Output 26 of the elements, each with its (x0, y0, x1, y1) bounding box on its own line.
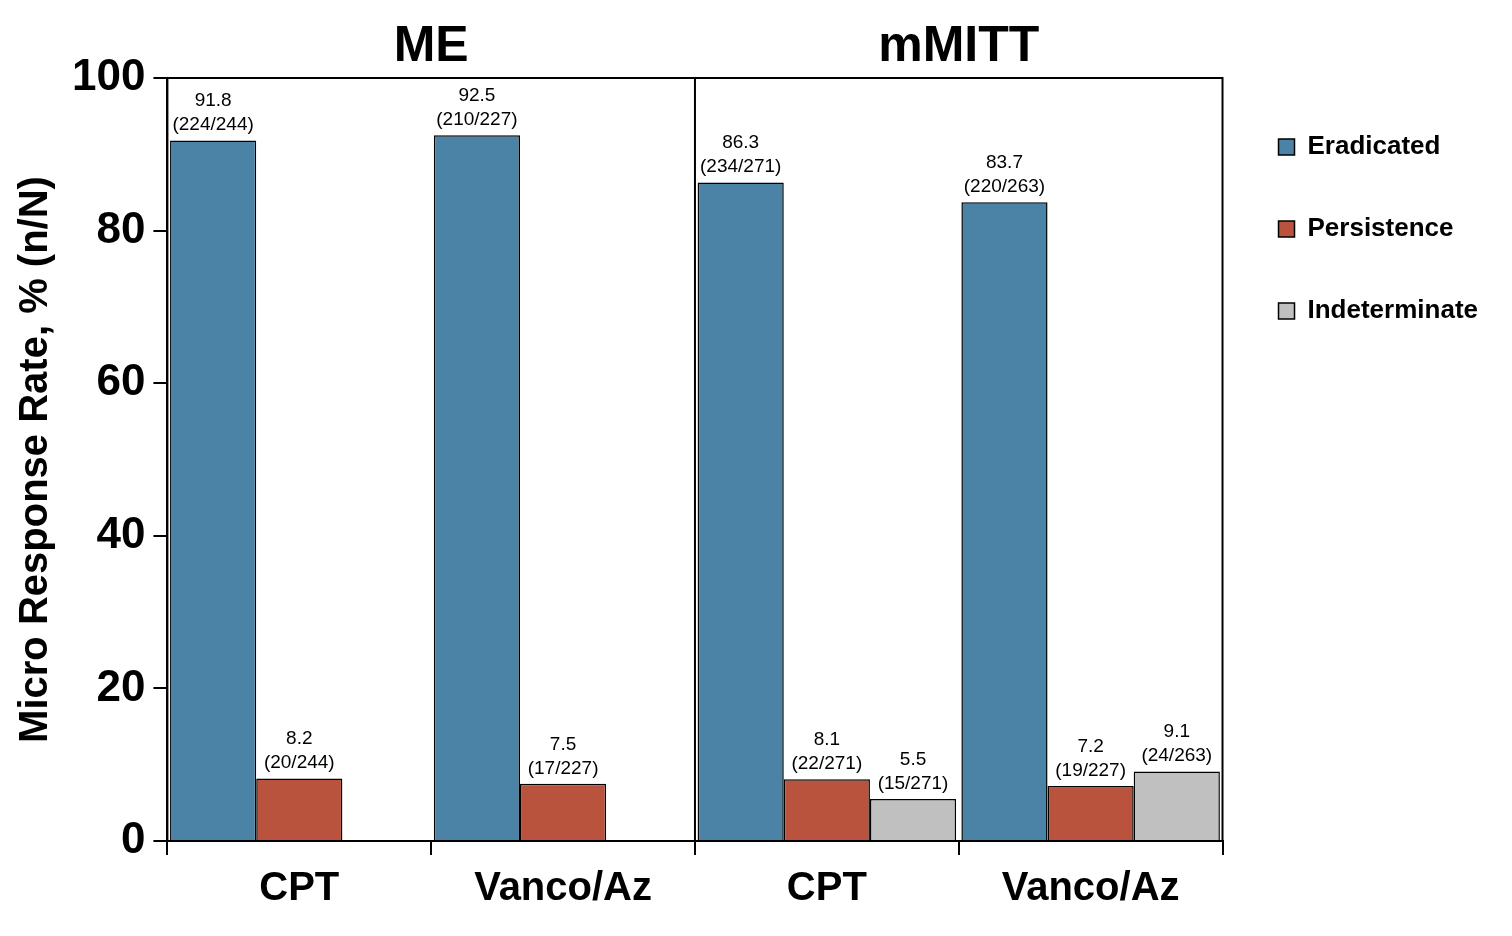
y-tick-label: 0 (120, 813, 146, 863)
data-label: 91.8 (224/244) (172, 89, 254, 135)
text: mMITT (878, 15, 1040, 72)
data-label: 7.2 (19/227) (1055, 734, 1127, 780)
x-tick-label: Vanco/Az (1001, 864, 1180, 909)
text: ME (393, 15, 469, 72)
y-tick-label: 20 (96, 660, 146, 710)
y-tick-label: 60 (96, 355, 146, 405)
data-label: 8.1 (22/271) (791, 727, 863, 773)
x-tick-label: Vanco/Az (474, 864, 652, 909)
y-tick-label: 100 (71, 50, 146, 100)
data-label: 7.5 (17/227) (527, 732, 599, 778)
data-label: 8.2 (20/244) (263, 727, 335, 773)
data-label: 92.5 (210/227) (436, 83, 518, 129)
legend-label: Persistence (1307, 212, 1454, 243)
y-tick-label: 80 (96, 202, 146, 252)
legend-label: Indeterminate (1307, 294, 1479, 325)
legend-label: Eradicated (1307, 130, 1441, 161)
data-label: 9.1 (24/263) (1141, 720, 1213, 766)
y-axis-title: Micro Response Rate, % (n/N) (11, 176, 56, 743)
x-tick-label: CPT (786, 864, 867, 909)
data-label: 83.7 (220/263) (963, 151, 1046, 197)
y-tick-label: 40 (96, 507, 146, 557)
data-label: 86.3 (234/271) (700, 131, 782, 177)
x-tick-label: CPT (259, 864, 340, 909)
data-label: 5.5 (15/271) (877, 747, 949, 793)
